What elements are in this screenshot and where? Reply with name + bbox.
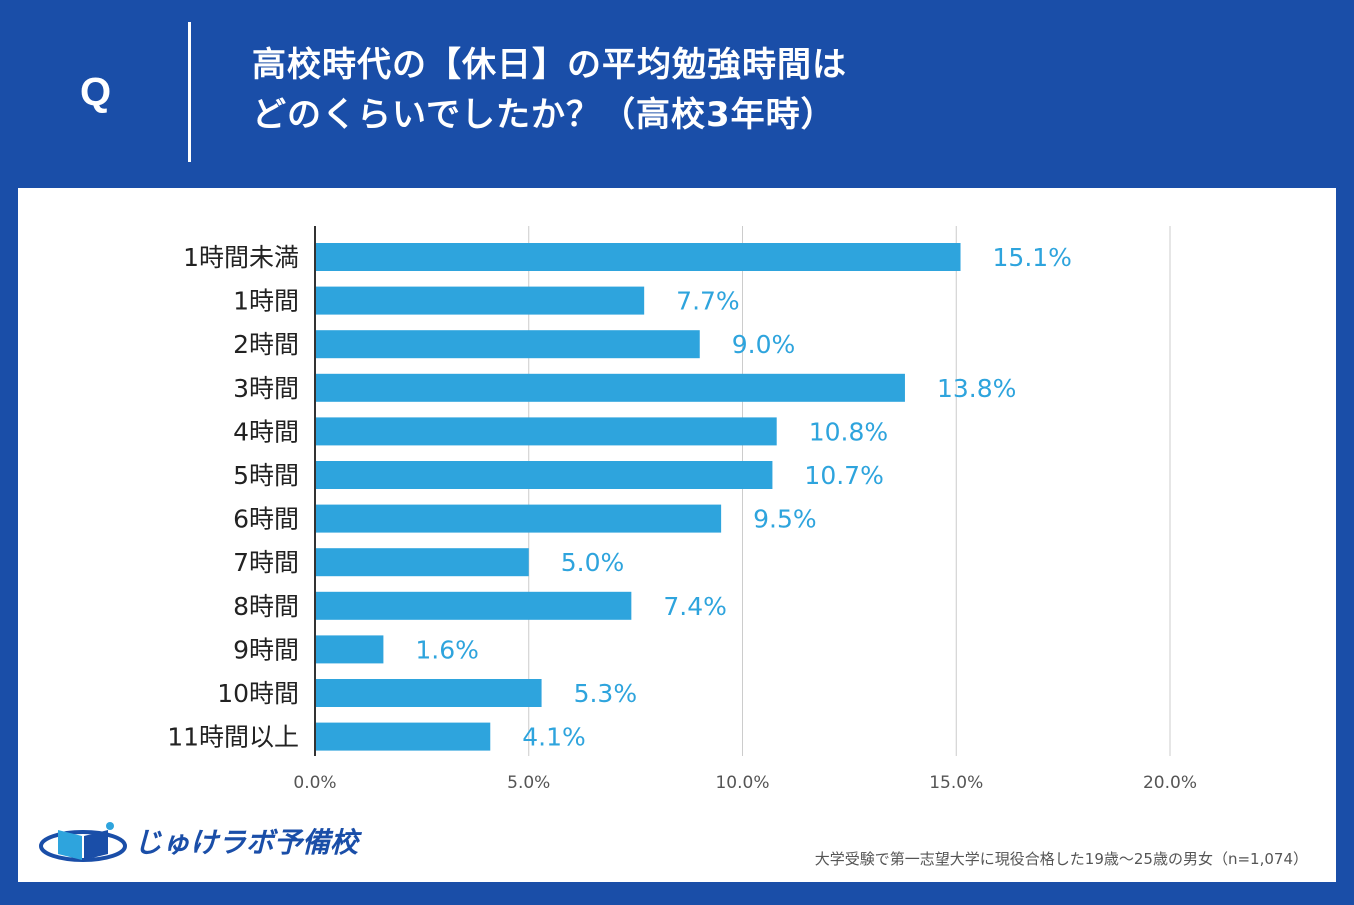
x-tick-label: 10.0% xyxy=(715,773,769,793)
bar xyxy=(315,635,384,664)
value-label: 5.3% xyxy=(574,679,638,708)
category-label: 8時間 xyxy=(233,592,299,621)
logo: じゅけラボ予備校 xyxy=(38,816,358,866)
category-label: 7時間 xyxy=(233,548,299,577)
bar xyxy=(315,591,632,620)
category-label: 3時間 xyxy=(233,374,299,403)
survey-note: 大学受験で第一志望大学に現役合格した19歳〜25歳の男女（n=1,074） xyxy=(814,850,1308,868)
chart-panel: 0.0% 5.0% 10.0% 15.0% 20.0% 1時間未満 15.1% 1時間 7.7%… xyxy=(18,188,1336,882)
title-line-2: どのくらいでしたか？（高校3年時） xyxy=(252,95,836,135)
category-label: 5時間 xyxy=(233,461,299,490)
value-label: 10.8% xyxy=(809,417,888,446)
category-label: 11時間以上 xyxy=(167,723,299,752)
category-label: 6時間 xyxy=(233,505,299,534)
bar xyxy=(315,330,700,359)
category-label: 1時間未満 xyxy=(183,243,299,272)
page-title: 高校時代の【休日】の平均勉強時間は どのくらいでしたか？（高校3年時） xyxy=(252,40,847,140)
value-label: 9.5% xyxy=(753,505,817,534)
title-line-1: 高校時代の【休日】の平均勉強時間は xyxy=(252,45,847,85)
header-divider xyxy=(188,22,191,162)
x-tick-label: 5.0% xyxy=(507,773,550,793)
category-label: 1時間 xyxy=(233,287,299,316)
bar xyxy=(315,548,529,577)
value-label: 15.1% xyxy=(993,243,1072,272)
logo-text: じゅけラボ予備校 xyxy=(134,826,359,859)
category-label: 9時間 xyxy=(233,635,299,664)
bar xyxy=(315,417,777,446)
value-label: 9.0% xyxy=(732,330,796,359)
value-label: 13.8% xyxy=(937,374,1016,403)
bar xyxy=(315,243,961,271)
bar xyxy=(315,504,722,533)
category-label: 2時間 xyxy=(233,330,299,359)
value-label: 10.7% xyxy=(804,461,883,490)
bar xyxy=(315,722,491,751)
book-logo-icon xyxy=(39,822,127,862)
x-tick-label: 0.0% xyxy=(293,773,336,793)
bar xyxy=(315,286,645,315)
value-label: 7.4% xyxy=(663,592,727,621)
category-label: 4時間 xyxy=(233,417,299,446)
bar xyxy=(315,461,773,489)
bar-chart: 0.0% 5.0% 10.0% 15.0% 20.0% 1時間未満 15.1% 1時間 7.7%… xyxy=(167,226,1197,793)
bar xyxy=(315,373,905,402)
value-label: 5.0% xyxy=(561,548,625,577)
x-tick-label: 20.0% xyxy=(1143,773,1197,793)
category-label: 10時間 xyxy=(217,679,299,708)
question-mark: Q xyxy=(80,70,112,114)
value-label: 4.1% xyxy=(522,723,586,752)
bar xyxy=(315,679,542,707)
x-tick-label: 15.0% xyxy=(929,773,983,793)
value-label: 7.7% xyxy=(676,287,740,316)
value-label: 1.6% xyxy=(415,635,479,664)
